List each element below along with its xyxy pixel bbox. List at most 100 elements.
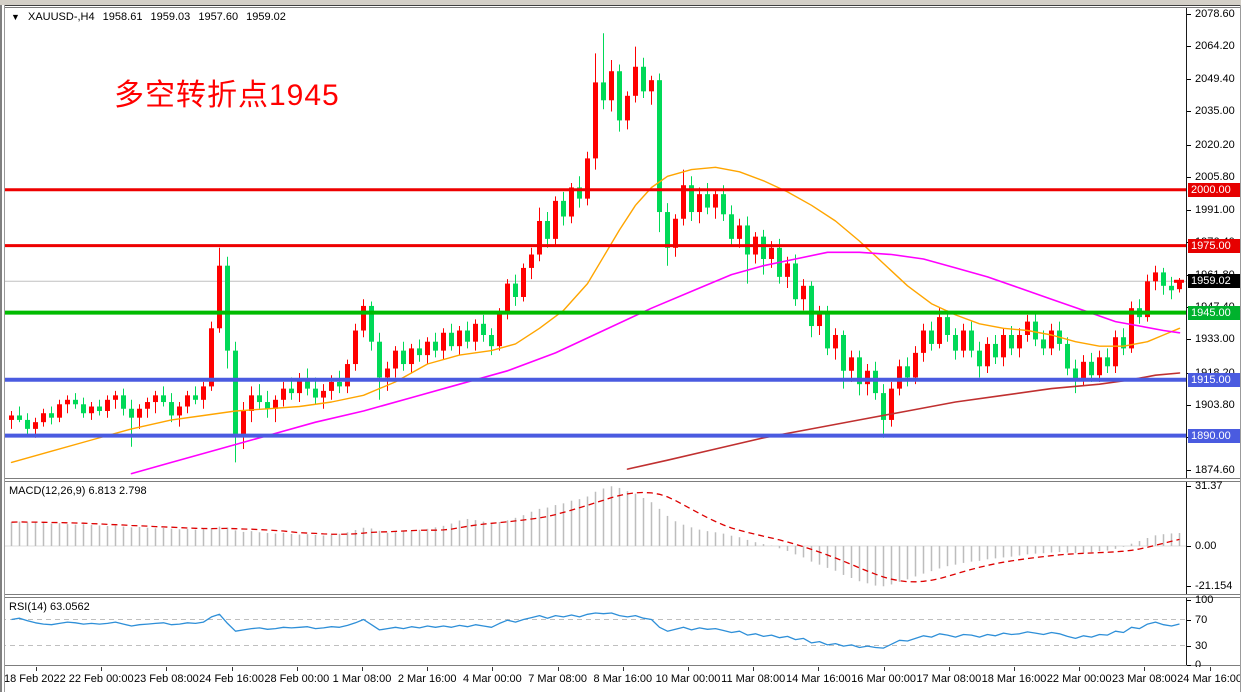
candle-body — [793, 263, 798, 300]
candle-body — [649, 80, 654, 92]
candle-body — [297, 379, 302, 394]
candle-body — [233, 350, 238, 436]
price-level-badge: 1975.00 — [1188, 238, 1241, 253]
price-tick-label: 1933.00 — [1195, 333, 1235, 346]
candle-body — [1065, 343, 1070, 369]
low-value: 1957.60 — [198, 11, 239, 23]
open-value: 1958.61 — [102, 11, 143, 23]
price-axis[interactable]: 2078.60 2064.20 2049.40 2035.00 2020.20 2005.… — [1186, 8, 1241, 478]
time-label: 18 Feb 2022 — [4, 673, 66, 685]
candle-body — [17, 415, 22, 420]
time-tick-mark — [948, 667, 950, 671]
time-tick-mark — [557, 667, 559, 671]
candle-body — [801, 285, 806, 300]
candle-body — [537, 220, 542, 255]
ma-fast-orange-line — [10, 166, 1181, 464]
rsi-tick-mark — [1187, 665, 1191, 666]
candle-body — [281, 388, 286, 400]
candle-body — [945, 317, 950, 335]
candle-body — [1105, 357, 1110, 367]
candle-body — [1033, 321, 1038, 340]
candle-body — [193, 395, 198, 400]
candle-body — [697, 194, 702, 213]
price-tick-label: 1991.00 — [1195, 203, 1235, 216]
candle-body — [185, 395, 190, 407]
candle-body — [1049, 330, 1054, 349]
candle-body — [985, 343, 990, 367]
candle-body — [417, 348, 422, 356]
price-tick-mark — [1187, 111, 1191, 113]
candle-body — [1081, 361, 1086, 380]
last-price-dash — [1174, 279, 1184, 283]
time-label: 18 Mar 16:00 — [981, 673, 1047, 685]
macd-tick-label: 31.37 — [1195, 480, 1223, 492]
candle-body — [993, 343, 998, 358]
candle-body — [161, 395, 166, 403]
candle-body — [1169, 285, 1174, 291]
time-tick-mark — [101, 667, 103, 671]
candle-body — [1113, 337, 1118, 367]
time-label: 7 Mar 08:00 — [528, 673, 587, 685]
candle-body — [617, 71, 622, 121]
time-label: 11 Mar 08:00 — [721, 673, 786, 685]
candle-body — [481, 323, 486, 335]
candle-body — [601, 82, 606, 101]
price-tick-label: 2005.80 — [1195, 170, 1235, 183]
candle-body — [561, 200, 566, 217]
macd-tick-label: 0.00 — [1195, 540, 1217, 552]
time-tick-mark — [622, 667, 624, 671]
close-value: 1959.02 — [246, 11, 286, 23]
candle-body — [833, 334, 838, 349]
candle-body — [673, 218, 678, 248]
price-tick-mark — [1187, 404, 1191, 406]
time-label: 24 Mar 16:00 — [1177, 673, 1241, 685]
candle-body — [385, 368, 390, 378]
price-chart-canvas[interactable] — [1, 8, 1186, 478]
price-level-badge: 2000.00 — [1188, 182, 1241, 197]
macd-canvas[interactable] — [1, 482, 1186, 594]
collapse-arrow-icon[interactable]: ▼ — [11, 12, 20, 22]
rsi-axis[interactable]: 100 70 30 0 — [1186, 594, 1241, 671]
candle-body — [873, 370, 878, 394]
time-tick-mark — [427, 667, 429, 671]
time-tick-mark — [231, 667, 233, 671]
candle-body — [1153, 272, 1158, 282]
candle-body — [513, 283, 518, 297]
candle-body — [473, 323, 478, 342]
candle-body — [953, 334, 958, 351]
candle-body — [113, 395, 118, 400]
candle-body — [865, 370, 870, 385]
price-tick-label: 1903.80 — [1195, 398, 1235, 411]
candle-body — [273, 399, 278, 409]
candle-body — [121, 395, 126, 409]
time-tick-mark — [688, 667, 689, 671]
price-tick-label: 2078.60 — [1195, 8, 1235, 20]
price-level-badge: 1959.02 — [1188, 274, 1241, 289]
candle-body — [289, 388, 294, 394]
candle-body — [489, 334, 494, 347]
candle-body — [745, 225, 750, 255]
time-tick-mark — [492, 667, 494, 671]
macd-axis[interactable]: 31.37 0.00 -21.154 — [1186, 480, 1241, 594]
time-axis[interactable]: 18 Feb 2022 22 Feb 00:00 23 Feb 08:00 24 Fe… — [0, 667, 1241, 692]
time-label: 8 Mar 16:00 — [593, 673, 653, 685]
candle-body — [345, 364, 350, 387]
time-label: 1 Mar 08:00 — [332, 673, 392, 685]
candle-body — [401, 350, 406, 365]
candle-body — [41, 413, 46, 423]
candle-body — [425, 341, 430, 356]
candle-body — [465, 330, 470, 342]
annotation-text[interactable]: 多空转折点1945 — [114, 79, 340, 112]
rsi-canvas[interactable] — [1, 598, 1186, 665]
time-tick-mark — [362, 667, 363, 671]
macd-signal-line — [11, 491, 1180, 583]
candle-body — [169, 402, 174, 416]
candle-body — [961, 330, 966, 351]
candle-body — [761, 236, 766, 259]
candle-body — [329, 381, 334, 391]
price-tick-label: 2035.00 — [1195, 105, 1235, 118]
candle-body — [681, 185, 686, 219]
price-tick-mark — [1187, 470, 1191, 471]
candle-body — [89, 406, 94, 414]
candle-body — [393, 350, 398, 369]
